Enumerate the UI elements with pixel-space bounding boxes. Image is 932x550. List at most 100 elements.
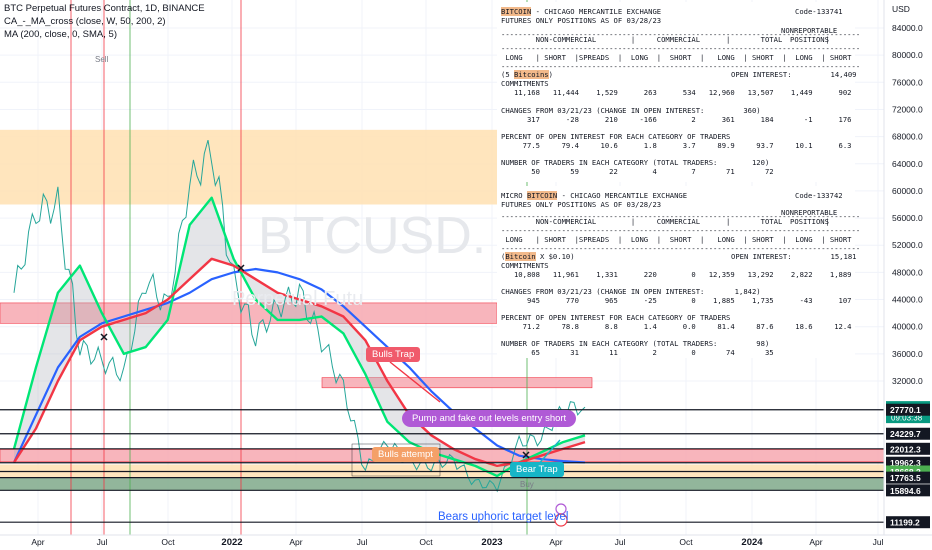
symbol-title[interactable]: BTC Perpetual Futures Contract, 1D, BINA… xyxy=(4,3,205,14)
x-tick-label: Jul xyxy=(873,537,884,547)
cot2-open-interest: OPEN INTEREST: 15,181 xyxy=(731,252,857,261)
cot2-col-header: LONG | SHORT |SPREADS | LONG | SHORT | L… xyxy=(501,235,852,244)
price-tag-value: 11199.2 xyxy=(890,518,920,528)
currency-label: USD xyxy=(892,4,910,14)
sell-label: Sell xyxy=(95,55,109,64)
cot2-title-2: FUTURES ONLY POSITIONS AS OF 03/28/23 xyxy=(501,200,662,209)
bulls-trap-arrow xyxy=(389,361,441,403)
cot2-changes: CHANGES FROM 03/21/23 (CHANGE IN OPEN IN… xyxy=(501,287,761,296)
bulls-trap-callout[interactable]: Bulls Trap xyxy=(366,347,421,362)
y-tick-label: 48000.0 xyxy=(892,267,923,277)
cot2-symbol-highlight: BITCOIN xyxy=(526,191,558,200)
symbol-watermark-sub: Perpetual Futu xyxy=(232,288,364,310)
cot1-traders-values: 50 59 22 4 7 71 72 xyxy=(501,167,774,176)
price-tag-bg xyxy=(886,403,930,416)
symbol-watermark: BTCUSD. xyxy=(258,207,487,265)
cot1-col-header: LONG | SHORT |SPREADS | LONG | SHORT | L… xyxy=(501,53,852,62)
cot2-contracts: (Bitcoin X $0.10) xyxy=(501,252,575,261)
cot1-positions: POSITIONS xyxy=(790,35,829,44)
price-tag-value: 17763.5 xyxy=(890,473,921,483)
y-tick-label: 60000.0 xyxy=(892,186,923,196)
cot1-contracts-highlight: Bitcoins xyxy=(513,70,549,79)
cot1-commitments: COMMITMENTS xyxy=(501,79,549,88)
cot2-commitments: COMMITMENTS xyxy=(501,261,549,270)
ma-cross-marker xyxy=(522,451,530,459)
buy-label: Buy xyxy=(520,480,534,489)
series-1 xyxy=(13,267,586,464)
ma-cross-marker xyxy=(237,264,245,272)
cot1-dash-1: ----------------------------------------… xyxy=(501,30,861,39)
y-tick-label: 68000.0 xyxy=(892,132,923,142)
price-tag-bg xyxy=(886,471,930,484)
x-tick-label: Oct xyxy=(419,537,433,547)
y-tick-label: 76000.0 xyxy=(892,77,923,87)
cot1-open-interest: OPEN INTEREST: 14,409 xyxy=(731,70,857,79)
zone-5 xyxy=(0,478,884,491)
y-tick-label: 36000.0 xyxy=(892,349,923,359)
cot2-commit-values: 10,808 11,961 1,331 220 0 12,359 13,292 … xyxy=(501,270,852,279)
zone-0 xyxy=(0,129,497,205)
cot2-traders: NUMBER OF TRADERS IN EACH CATEGORY (TOTA… xyxy=(501,339,770,348)
cot1-percent-values: 77.5 79.4 10.6 1.8 3.7 89.9 93.7 10.1 6.… xyxy=(501,141,852,150)
cot1-percent: PERCENT OF OPEN INTEREST FOR EACH CATEGO… xyxy=(501,132,731,141)
y-tick-label: 44000.0 xyxy=(892,295,923,305)
cot1-dash-2: ----------------------------------------… xyxy=(501,44,861,53)
price-tag-value: 19962.3 xyxy=(890,458,921,468)
x-tick-label: Apr xyxy=(289,537,302,547)
price-tag-bg xyxy=(886,516,930,529)
y-tick-label: 52000.0 xyxy=(892,240,923,250)
price-tag-value: 27770.1 xyxy=(890,405,921,415)
x-tick-label: 2022 xyxy=(221,537,242,548)
cot1-traders: NUMBER OF TRADERS IN EACH CATEGORY (TOTA… xyxy=(501,158,770,167)
x-tick-label: Jul xyxy=(357,537,368,547)
price-tag-bg xyxy=(886,427,930,440)
cot-panel-micro-bitcoin: MICRO BITCOIN - CHICAGO MERCANTILE EXCHA… xyxy=(497,186,860,358)
y-tick-label: 32000.0 xyxy=(892,376,923,386)
y-tick-label: 84000.0 xyxy=(892,23,923,33)
pump-fakeout-callout[interactable]: Pump and fake out levels entry short xyxy=(402,410,577,427)
indicator-ma-cross[interactable]: CA_-_MA_cross (close, W, 50, 200, 2) xyxy=(4,16,166,27)
cot2-code: Code-133742 xyxy=(795,191,843,200)
x-tick-label: Jul xyxy=(97,537,108,547)
ma-cross-fill xyxy=(14,197,585,477)
indicator-ma-200[interactable]: MA (200, close, 0, SMA, 5) xyxy=(4,29,117,40)
bear-trap-callout[interactable]: Bear Trap xyxy=(510,462,564,477)
bulls-attempt-callout[interactable]: Bulls attempt xyxy=(372,447,439,462)
series-3 xyxy=(12,257,586,468)
cot2-dash-2: ----------------------------------------… xyxy=(501,226,861,235)
cot1-title-2: FUTURES ONLY POSITIONS AS OF 03/28/23 xyxy=(501,16,662,25)
x-tick-label: Apr xyxy=(549,537,562,547)
x-tick-label: Apr xyxy=(809,537,822,547)
y-tick-label: 80000.0 xyxy=(892,50,923,60)
cot2-traders-values: 65 31 11 2 0 74 35 xyxy=(501,348,774,357)
cot1-cat-header: NON-COMMERCIAL | COMMERCIAL | TOTAL | xyxy=(501,35,830,44)
cot1-nonrep: NONREPORTABLE xyxy=(781,26,838,35)
price-tag-value: 15894.6 xyxy=(890,486,921,496)
price-tag-value: 24229.7 xyxy=(890,429,921,439)
x-tick-label: Apr xyxy=(31,537,44,547)
y-tick-label: 40000.0 xyxy=(892,322,923,332)
cot2-percent: PERCENT OF OPEN INTEREST FOR EACH CATEGO… xyxy=(501,313,731,322)
cot2-nonrep: NONREPORTABLE xyxy=(781,208,838,217)
cot1-title-1: BITCOIN - CHICAGO MERCANTILE EXCHANGE xyxy=(501,7,662,16)
x-tick-label: 2024 xyxy=(741,537,763,548)
bulls-attempt-box xyxy=(351,443,441,477)
x-tick-label: 2023 xyxy=(481,537,502,548)
x-tick-label: Oct xyxy=(161,537,175,547)
cot2-title-1: MICRO BITCOIN - CHICAGO MERCANTILE EXCHA… xyxy=(501,191,688,200)
cot2-percent-values: 71.2 78.8 8.8 1.4 0.0 81.4 87.6 18.6 12.… xyxy=(501,322,852,331)
series-2 xyxy=(12,196,586,478)
cot1-commit-values: 11,168 11,444 1,529 263 534 12,960 13,50… xyxy=(501,88,852,97)
cot1-contracts: (5 Bitcoins) xyxy=(501,70,553,79)
cot-panel-bitcoin: BITCOIN - CHICAGO MERCANTILE EXCHANGE FU… xyxy=(497,2,860,182)
cot2-contracts-highlight: Bitcoin xyxy=(505,252,536,261)
y-tick-label: 64000.0 xyxy=(892,159,923,169)
zone-2 xyxy=(321,377,593,389)
x-tick-label: Jul xyxy=(615,537,626,547)
bears-target-label[interactable]: Bears uphoric target level xyxy=(438,511,569,523)
ma-cross-marker xyxy=(100,333,108,341)
cot2-change-values: 945 770 965 -25 0 1,885 1,735 -43 107 xyxy=(501,296,852,305)
price-tag-countdown: 09:03:38 xyxy=(891,414,923,423)
y-tick-label: 56000.0 xyxy=(892,213,923,223)
y-tick-label: 72000.0 xyxy=(892,104,923,114)
